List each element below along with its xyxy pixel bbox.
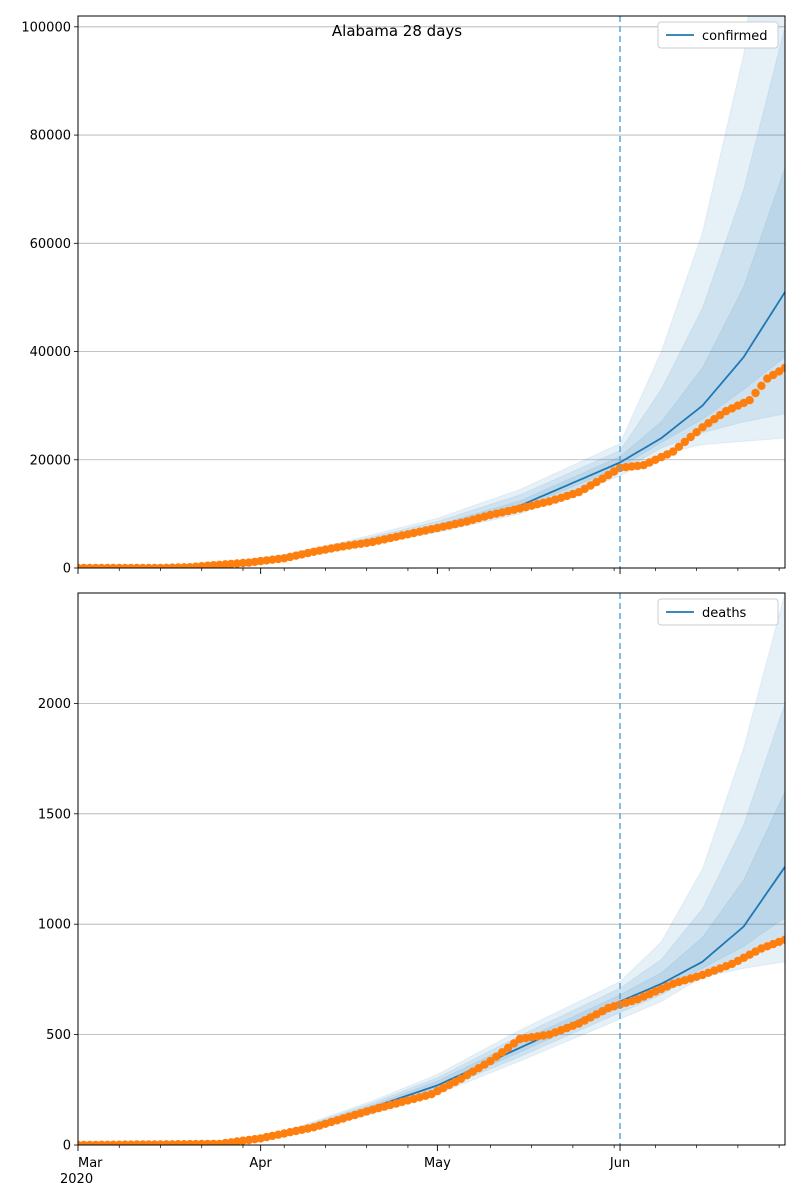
observed-point — [704, 419, 713, 428]
plot-area — [78, 593, 785, 1145]
panel-confirmed: 0 20000 40000 60000 80000 100000 confirmed — [21, 15, 786, 577]
y-tick-label: 80000 — [30, 129, 71, 144]
observed-point — [757, 381, 766, 390]
legend-box — [657, 598, 779, 626]
observed-point — [674, 442, 684, 451]
observed-point — [745, 396, 754, 405]
observed-point — [503, 1043, 513, 1053]
observed-point — [692, 428, 701, 437]
observed-point — [686, 432, 695, 442]
legend-box — [657, 21, 779, 49]
y-tick-label: 0 — [63, 562, 71, 577]
y-tick-label: 60000 — [30, 237, 71, 252]
observed-point — [668, 447, 678, 456]
observed-point — [698, 423, 707, 432]
x-tick-label: Apr — [249, 1156, 272, 1171]
legend-label: confirmed — [702, 29, 768, 44]
y-tick-label: 40000 — [30, 345, 71, 360]
x-tick-label: May — [424, 1156, 451, 1171]
observed-point — [509, 1039, 519, 1048]
x-tick-label: Jun — [609, 1156, 630, 1171]
chart-title: Alabama 28 days — [332, 22, 462, 40]
panel-frame — [77, 592, 786, 1146]
y-tick-label: 1500 — [38, 807, 71, 822]
observed-point — [680, 437, 689, 447]
x-year-label: 2020 — [60, 1172, 93, 1187]
plot-area — [78, 16, 785, 568]
observed-point — [498, 1048, 507, 1057]
legend-label: deaths — [702, 606, 747, 621]
observed-point — [486, 1056, 495, 1066]
y-tick-label: 100000 — [21, 20, 71, 35]
observed-point — [716, 410, 725, 420]
legend: deaths — [657, 598, 779, 626]
observed-point — [221, 560, 230, 568]
observed-point — [751, 388, 760, 398]
observed-point — [215, 560, 224, 568]
panel-deaths: 0 500 1000 1500 2000 Mar Apr May Jun 2020 deaths — [38, 592, 786, 1187]
y-tick-label: 1000 — [38, 918, 71, 933]
y-tick-label: 2000 — [38, 697, 71, 712]
y-tick-label: 0 — [63, 1139, 71, 1154]
x-tick-label: Mar — [78, 1156, 103, 1171]
legend: confirmed — [657, 21, 779, 49]
observed-point — [780, 935, 785, 944]
observed-point — [492, 1052, 501, 1061]
panel-frame — [77, 15, 786, 569]
y-tick-label: 500 — [46, 1028, 71, 1043]
observed-point — [780, 363, 785, 372]
observed-point — [710, 415, 719, 424]
y-tick-label: 20000 — [30, 453, 71, 468]
